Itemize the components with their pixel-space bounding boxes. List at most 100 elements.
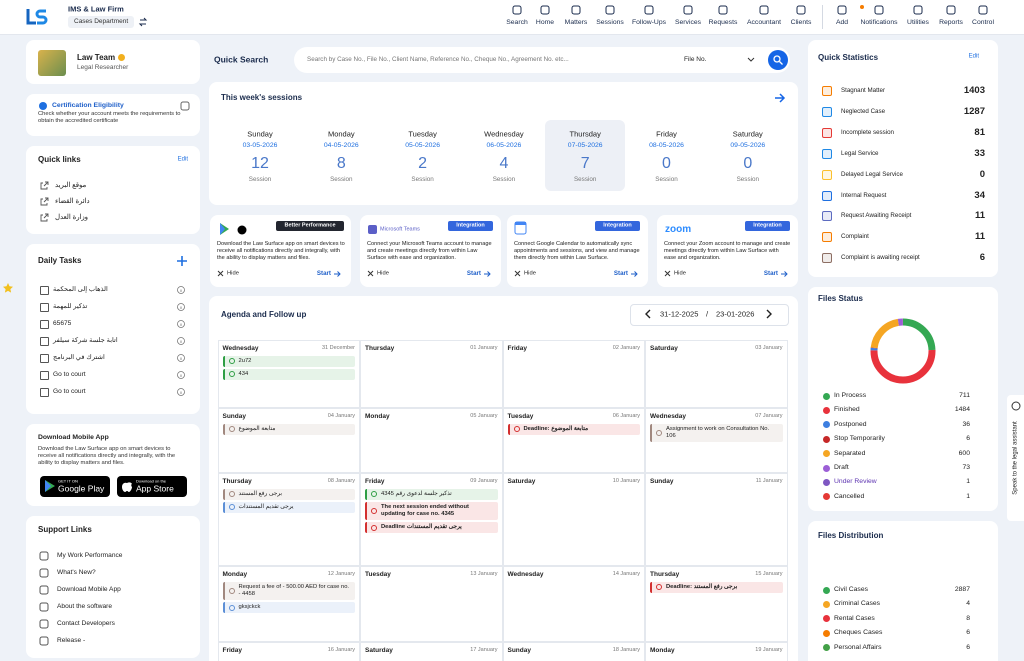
agenda-event[interactable]: 434 bbox=[222, 368, 355, 380]
agenda-event[interactable]: يرجى تقديم المستندات bbox=[222, 501, 355, 513]
stats-edit[interactable]: Edit bbox=[968, 53, 979, 60]
day-name: Wednesday bbox=[650, 412, 687, 420]
session-count: 0 bbox=[743, 155, 753, 172]
quick-link[interactable]: موقع البريد bbox=[55, 181, 87, 189]
support-link[interactable]: Contact Developers bbox=[57, 619, 115, 627]
action-item[interactable]: Utilities bbox=[907, 18, 929, 26]
agenda-title: Agenda and Follow up bbox=[221, 310, 307, 319]
agenda-event[interactable]: برجى رفع المستند bbox=[222, 488, 355, 500]
nav-item[interactable]: Home bbox=[535, 18, 555, 26]
day-header: Friday 02 January bbox=[508, 345, 641, 352]
nav-item[interactable]: Matters bbox=[564, 18, 588, 26]
quick-links-edit[interactable]: Edit bbox=[177, 156, 188, 163]
session-count: 8 bbox=[336, 155, 346, 172]
search-filter: File No. bbox=[684, 55, 707, 63]
assistant-icon bbox=[1011, 401, 1021, 411]
department-box[interactable] bbox=[68, 16, 134, 28]
distribution-title: Files Distribution bbox=[818, 531, 884, 540]
stat-label[interactable]: Neglected Case bbox=[841, 108, 886, 116]
agenda-event[interactable]: تذكير جلسة لدعوى رقم 4345 bbox=[365, 488, 498, 500]
stat-label[interactable]: Internal Request bbox=[841, 191, 887, 199]
agenda-event[interactable]: Deadline يرجى تقديم المستندات bbox=[365, 522, 498, 534]
day-name: Friday bbox=[507, 344, 528, 352]
legend-dot bbox=[823, 629, 830, 637]
stat-label[interactable]: Request Awaiting Receipt bbox=[841, 212, 912, 220]
start[interactable]: Start bbox=[316, 269, 331, 277]
start[interactable]: Start bbox=[613, 269, 628, 277]
event-text: Deadline يرجى تقديم المستندات bbox=[381, 524, 462, 531]
info-icon bbox=[177, 320, 185, 328]
start-arrow bbox=[631, 271, 638, 277]
quick-link[interactable]: دائرة القضاء bbox=[55, 197, 90, 205]
nav-item[interactable]: Search bbox=[506, 18, 528, 26]
support-link[interactable]: My Work Performance bbox=[57, 551, 123, 559]
legend-dot bbox=[823, 478, 830, 486]
start[interactable]: Start bbox=[466, 269, 481, 277]
selected-day bbox=[545, 120, 626, 191]
distribution-value: 6 bbox=[966, 628, 970, 636]
agenda-event[interactable]: Deadline: متابعة الموضوع bbox=[507, 423, 640, 435]
stat-label[interactable]: Complaint bbox=[841, 233, 869, 241]
task-checkbox[interactable] bbox=[40, 320, 49, 329]
nav-item[interactable]: Accountant bbox=[746, 18, 782, 26]
hide[interactable]: Hide bbox=[524, 269, 536, 276]
support-link[interactable]: Download Mobile App bbox=[57, 585, 121, 593]
start[interactable]: Start bbox=[763, 269, 778, 277]
search-box[interactable] bbox=[294, 47, 790, 73]
stat-label[interactable]: Incomplete session bbox=[841, 128, 894, 136]
support-link[interactable]: Release - bbox=[57, 636, 86, 644]
cert-title[interactable]: Certification Eligibility bbox=[52, 101, 124, 109]
stat-icon bbox=[822, 211, 832, 222]
assistant-tab[interactable] bbox=[1007, 395, 1024, 521]
hide[interactable]: Hide bbox=[377, 269, 389, 276]
agenda-event[interactable]: 2u72 bbox=[222, 355, 355, 367]
search-button[interactable] bbox=[768, 50, 788, 70]
task-checkbox[interactable] bbox=[40, 371, 49, 380]
day-date: 11 January bbox=[755, 478, 783, 484]
day-name: Sunday bbox=[650, 477, 674, 485]
day-date: 10 January bbox=[612, 478, 640, 484]
agenda-event[interactable]: gksjckck bbox=[222, 601, 355, 614]
session-date: 05-05-2026 bbox=[405, 141, 440, 149]
task-checkbox[interactable] bbox=[40, 303, 49, 312]
legend-dot bbox=[823, 615, 830, 623]
distribution-name: Rental Cases bbox=[834, 614, 875, 622]
agenda-event[interactable]: Assignment to work on Consultation No. 1… bbox=[650, 423, 783, 442]
task-checkbox[interactable] bbox=[40, 286, 49, 295]
day-date: 03 January bbox=[755, 345, 783, 351]
action-item[interactable]: Control bbox=[972, 18, 994, 26]
support-link[interactable]: What's New? bbox=[57, 568, 96, 576]
task-checkbox[interactable] bbox=[40, 354, 49, 363]
agenda-event[interactable]: متابعة الموضوع bbox=[222, 423, 355, 435]
stat-label[interactable]: Complaint is awaiting receipt bbox=[841, 254, 920, 262]
nav-item[interactable]: Requests bbox=[708, 18, 738, 26]
nav-item[interactable]: Follow-Ups bbox=[632, 18, 666, 26]
nav-item[interactable]: Sessions bbox=[596, 18, 624, 26]
nav-item[interactable]: Clients bbox=[790, 18, 812, 26]
quick-link[interactable]: وزارة العدل bbox=[55, 213, 88, 221]
teams-logo bbox=[368, 225, 377, 234]
task-checkbox[interactable] bbox=[40, 337, 49, 346]
task-checkbox[interactable] bbox=[40, 388, 49, 397]
link-icon bbox=[40, 181, 49, 190]
agenda-event[interactable]: The next session ended without updating … bbox=[365, 501, 498, 521]
date-range[interactable] bbox=[630, 304, 789, 326]
stat-label[interactable]: Delayed Legal Service bbox=[841, 170, 903, 178]
action-item[interactable]: Add bbox=[835, 18, 849, 26]
action-item[interactable]: Notifications bbox=[860, 18, 898, 26]
icon bbox=[39, 585, 49, 595]
session-day: Thursday bbox=[569, 129, 601, 139]
action-item[interactable]: Reports bbox=[939, 18, 963, 26]
legend-dot bbox=[823, 493, 830, 501]
hide[interactable]: Hide bbox=[227, 269, 239, 276]
nav-item[interactable]: Services bbox=[674, 18, 702, 26]
google-play[interactable] bbox=[40, 476, 110, 497]
agenda-event[interactable]: Deadline: برجى رفع المستند bbox=[650, 581, 783, 593]
event-icon bbox=[656, 584, 662, 591]
stat-label[interactable]: Legal Service bbox=[841, 149, 879, 157]
app-store[interactable] bbox=[117, 476, 187, 497]
stat-label[interactable]: Stagnant Matter bbox=[841, 87, 886, 95]
support-link[interactable]: About the software bbox=[57, 602, 112, 610]
hide[interactable]: Hide bbox=[674, 269, 686, 276]
agenda-event[interactable]: Request a fee of - 500.00 AED for case n… bbox=[222, 581, 355, 600]
